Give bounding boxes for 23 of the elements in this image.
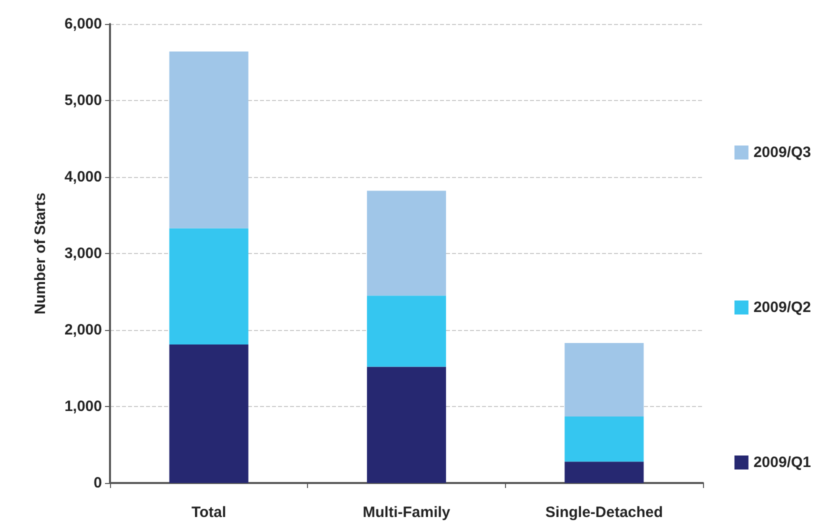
y-axis-title: Number of Starts bbox=[32, 192, 49, 314]
legend-label: 2009/Q2 bbox=[753, 299, 811, 316]
bar bbox=[169, 228, 248, 345]
bar bbox=[169, 52, 248, 228]
y-tick-label: 3,000 bbox=[64, 245, 102, 262]
y-tick-label: 2,000 bbox=[64, 322, 102, 338]
y-tick-label: 5,000 bbox=[64, 92, 102, 109]
y-tick-label: 6,000 bbox=[64, 16, 102, 32]
bar bbox=[366, 296, 446, 367]
x-tick-label: Total bbox=[191, 504, 226, 521]
legend-label: 2009/Q1 bbox=[753, 454, 811, 471]
y-tick-label: 0 bbox=[94, 474, 102, 492]
bar bbox=[169, 344, 248, 483]
legend-label: 2009/Q3 bbox=[753, 144, 811, 161]
bar bbox=[564, 462, 644, 483]
bar bbox=[366, 190, 446, 296]
x-tick-label: Multi-Family bbox=[362, 504, 451, 521]
bar bbox=[564, 416, 644, 462]
y-tick-label: 4,000 bbox=[64, 168, 102, 186]
bar bbox=[366, 366, 446, 483]
y-tick-label: 1,000 bbox=[64, 398, 102, 415]
bar bbox=[564, 343, 644, 416]
x-tick-label: Single-Detached bbox=[545, 504, 663, 521]
